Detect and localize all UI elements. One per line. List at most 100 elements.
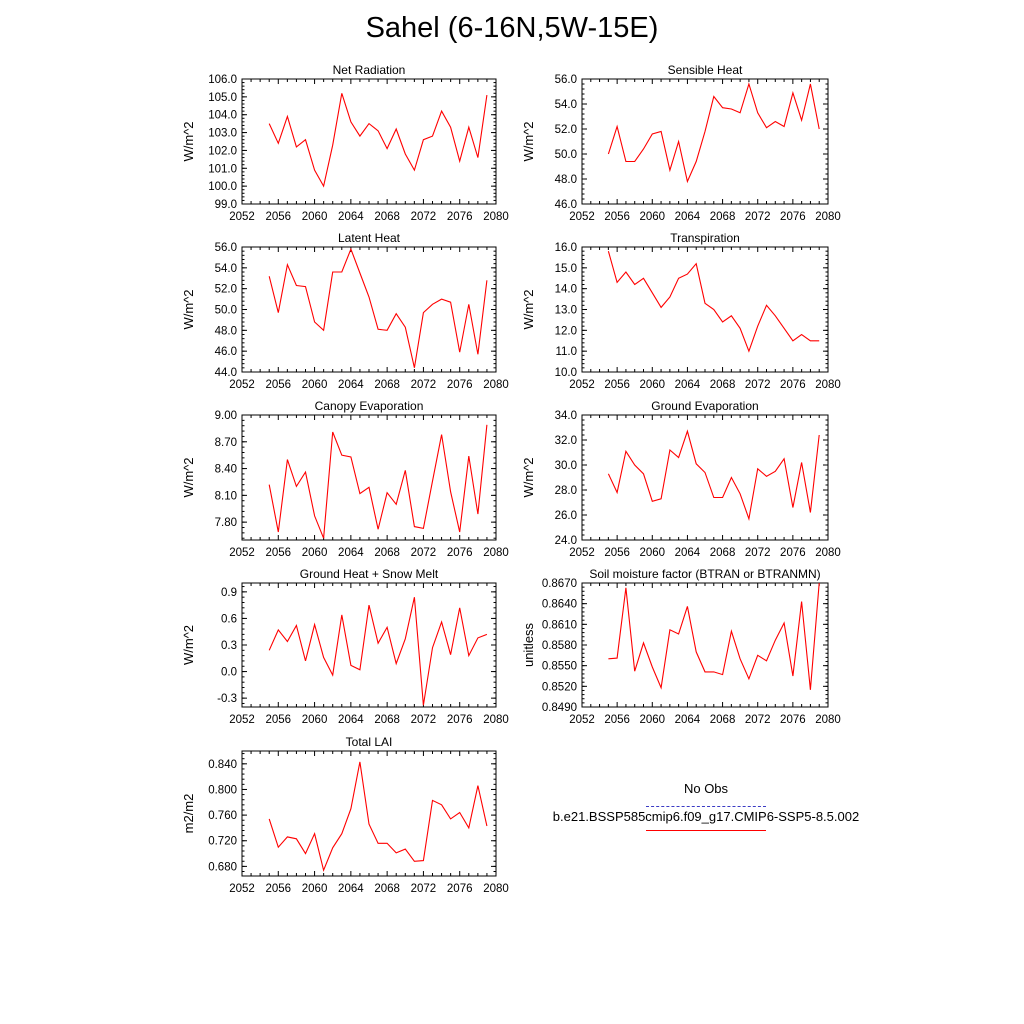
y-tick-label: 9.00 — [215, 410, 237, 422]
x-tick-label: 2072 — [745, 714, 771, 726]
y-tick-label: 100.0 — [208, 181, 237, 193]
chart-panel-5: Canopy Evaporation W/m^2 2052 2056 2060 2064 2… — [181, 399, 509, 559]
y-tick-label: 0.9 — [221, 587, 237, 599]
y-tick-label: 46.0 — [555, 199, 577, 211]
y-tick-label: 103.0 — [208, 128, 237, 140]
chart-panel-4: Transpiration W/m^2 2052 2056 2060 2064 2068 20… — [521, 231, 841, 391]
x-tick-label: 2064 — [675, 379, 701, 391]
chart-title: Latent Heat — [338, 231, 401, 245]
x-tick-label: 2060 — [302, 883, 328, 895]
x-tick-label: 2068 — [374, 547, 400, 559]
x-tick-label: 2064 — [338, 379, 364, 391]
y-axis-label: W/m^2 — [181, 289, 196, 329]
x-tick-label: 2064 — [338, 714, 364, 726]
series-line — [268, 93, 488, 188]
chart-panel-2: Sensible Heat W/m^2 2052 2056 2060 2064 2068 20… — [521, 63, 841, 223]
y-axis-label: W/m^2 — [181, 457, 196, 497]
y-tick-label: 52.0 — [555, 124, 577, 136]
x-tick-label: 2080 — [483, 883, 509, 895]
y-tick-label: 0.3 — [221, 640, 237, 652]
x-tick-label: 2052 — [229, 714, 255, 726]
x-tick-label: 2076 — [780, 714, 806, 726]
chart-title: Ground Evaporation — [651, 399, 758, 413]
x-tick-label: 2056 — [604, 211, 630, 223]
x-tick-label: 2052 — [569, 547, 595, 559]
x-tick-label: 2056 — [265, 883, 291, 895]
x-tick-label: 2076 — [780, 211, 806, 223]
y-tick-label: 12.0 — [555, 325, 577, 337]
x-tick-label: 2060 — [302, 211, 328, 223]
y-tick-label: -0.3 — [217, 693, 237, 705]
y-tick-label: 0.720 — [208, 836, 237, 848]
x-tick-label: 2076 — [780, 547, 806, 559]
x-tick-label: 2060 — [302, 714, 328, 726]
y-tick-label: 0.8550 — [542, 661, 577, 673]
x-tick-label: 2052 — [569, 714, 595, 726]
y-tick-label: 14.0 — [555, 284, 577, 296]
y-tick-label: 101.0 — [208, 163, 237, 175]
x-tick-label: 2080 — [483, 379, 509, 391]
y-tick-label: 0.6 — [221, 613, 237, 625]
series-line — [268, 424, 488, 539]
chart-title: Canopy Evaporation — [315, 399, 424, 413]
x-tick-label: 2068 — [710, 379, 736, 391]
y-tick-label: 44.0 — [215, 367, 237, 379]
y-tick-label: 102.0 — [208, 145, 237, 157]
x-tick-label: 2072 — [411, 211, 437, 223]
x-tick-label: 2080 — [815, 379, 841, 391]
x-tick-label: 2072 — [745, 379, 771, 391]
x-tick-label: 2060 — [302, 379, 328, 391]
y-tick-label: 11.0 — [555, 346, 577, 358]
chart-panel-1: Net Radiation W/m^2 2052 2056 2060 2064 2068 20… — [181, 63, 509, 223]
x-tick-label: 2052 — [229, 547, 255, 559]
x-tick-label: 2068 — [710, 547, 736, 559]
y-tick-label: 99.0 — [215, 199, 237, 211]
chart-title: Ground Heat + Snow Melt — [300, 567, 439, 581]
series-line — [268, 597, 488, 706]
y-tick-label: 54.0 — [555, 99, 577, 111]
page-title: Sahel (6-16N,5W-15E) — [365, 12, 659, 44]
x-tick-label: 2072 — [411, 714, 437, 726]
chart-panel-9: Total LAI m2/m2 2052 2056 2060 2064 2068 2072 20… — [181, 735, 509, 895]
x-tick-label: 2052 — [229, 379, 255, 391]
y-tick-label: 0.8610 — [542, 619, 577, 631]
chart-panel-6: Ground Evaporation W/m^2 2052 2056 2060 2064 2… — [521, 399, 841, 559]
y-tick-label: 0.8670 — [542, 578, 577, 590]
x-tick-label: 2076 — [447, 714, 473, 726]
y-tick-label: 8.10 — [215, 490, 237, 502]
y-tick-label: 0.8640 — [542, 599, 577, 611]
x-tick-label: 2072 — [745, 547, 771, 559]
plot-frame — [581, 414, 829, 541]
x-tick-label: 2056 — [265, 547, 291, 559]
y-tick-label: 105.0 — [208, 92, 237, 104]
x-tick-label: 2068 — [374, 883, 400, 895]
y-tick-label: 0.0 — [221, 667, 237, 679]
y-axis-label: W/m^2 — [181, 625, 196, 665]
x-tick-label: 2056 — [604, 714, 630, 726]
y-axis-label: W/m^2 — [521, 289, 536, 329]
y-tick-label: 50.0 — [215, 305, 237, 317]
x-tick-label: 2076 — [447, 379, 473, 391]
y-tick-label: 0.8520 — [542, 681, 577, 693]
x-tick-label: 2052 — [229, 211, 255, 223]
x-tick-label: 2072 — [411, 379, 437, 391]
x-tick-label: 2060 — [639, 547, 665, 559]
x-tick-label: 2064 — [338, 883, 364, 895]
plot-frame — [241, 582, 497, 708]
x-tick-label: 2072 — [745, 211, 771, 223]
x-tick-label: 2076 — [447, 883, 473, 895]
y-axis-label: W/m^2 — [521, 457, 536, 497]
x-tick-label: 2076 — [780, 379, 806, 391]
chart-panel-3: Latent Heat W/m^2 2052 2056 2060 2064 2068 2072… — [181, 231, 509, 391]
y-tick-label: 48.0 — [215, 325, 237, 337]
y-tick-label: 13.0 — [555, 305, 577, 317]
y-tick-label: 16.0 — [555, 242, 577, 254]
series-line — [268, 247, 488, 368]
y-tick-label: 48.0 — [555, 174, 577, 186]
x-tick-label: 2072 — [411, 547, 437, 559]
x-tick-label: 2060 — [302, 547, 328, 559]
x-tick-label: 2060 — [639, 714, 665, 726]
x-tick-label: 2068 — [374, 379, 400, 391]
chart-title: Net Radiation — [333, 63, 406, 77]
